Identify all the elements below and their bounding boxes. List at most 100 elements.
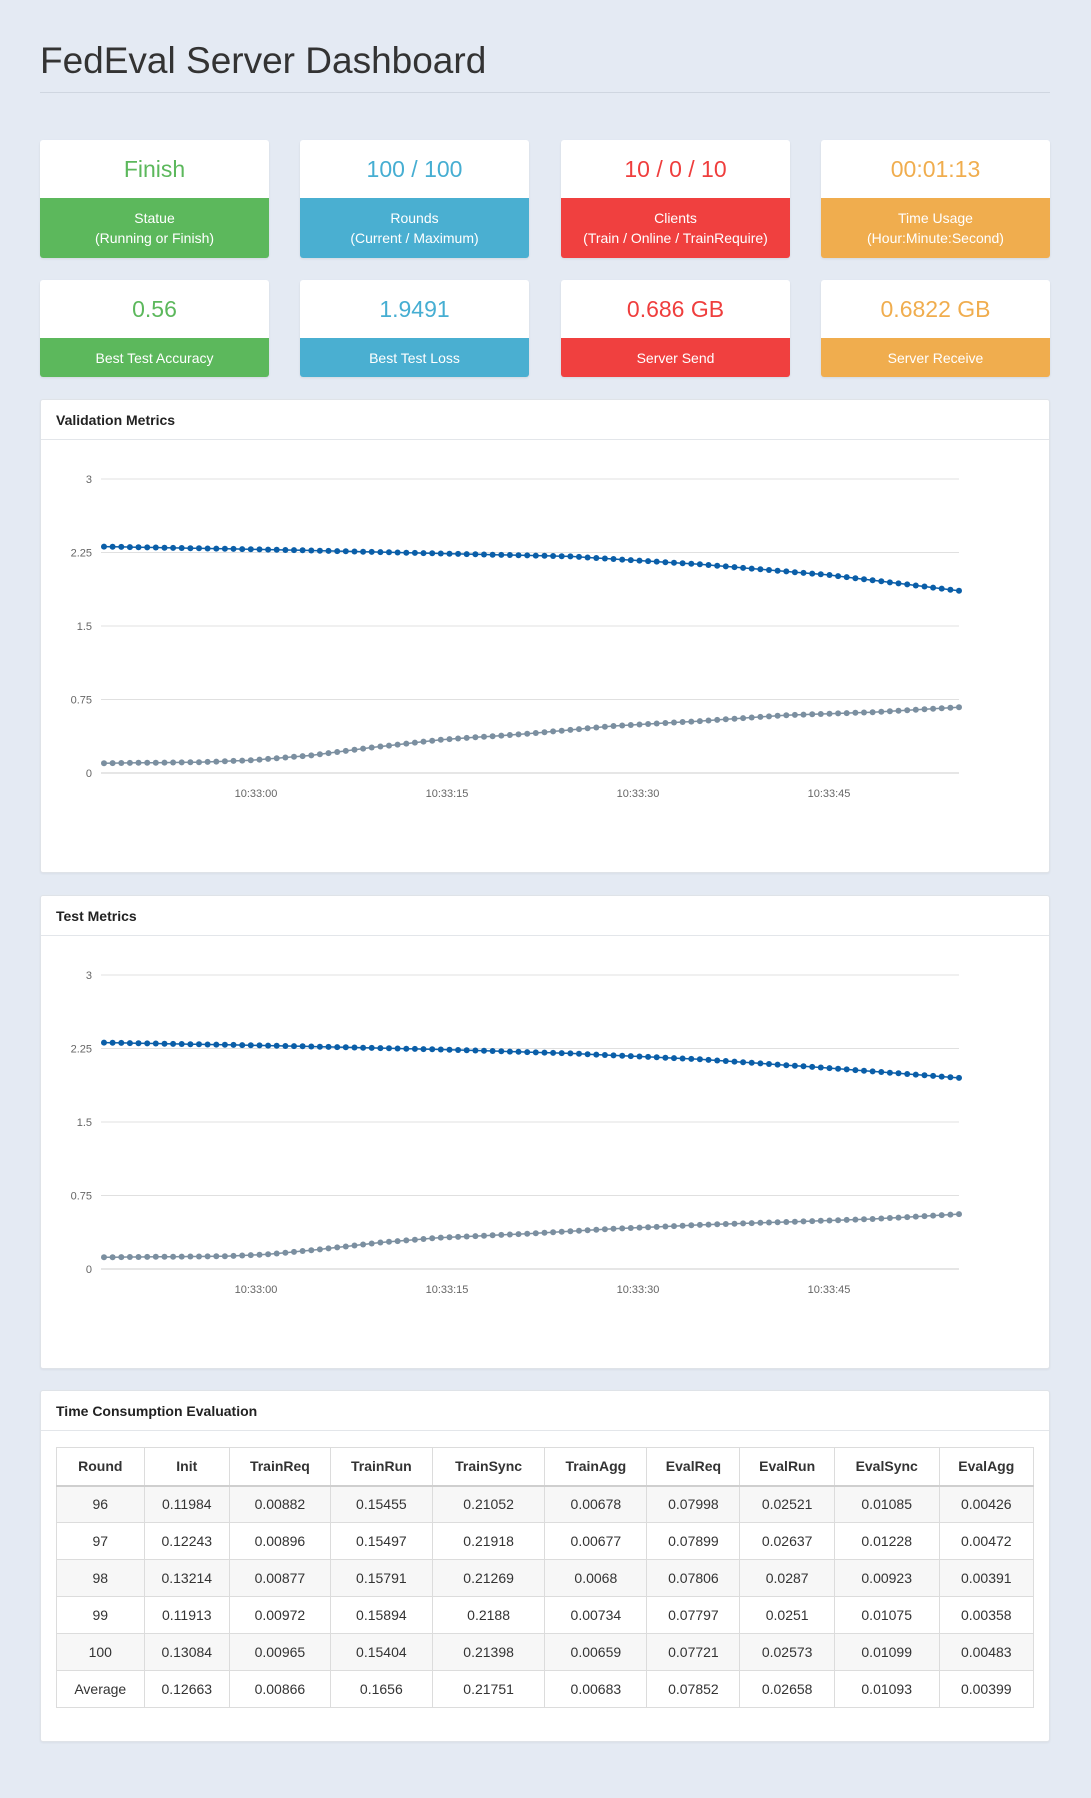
column-header: Round <box>56 1447 145 1487</box>
data-point <box>869 1068 876 1075</box>
data-point <box>446 1046 453 1053</box>
data-point <box>325 547 332 554</box>
data-point <box>757 1219 764 1226</box>
data-point <box>455 735 462 742</box>
data-point <box>852 575 859 582</box>
table-cell: Average <box>56 1670 145 1708</box>
table-cell: 0.00659 <box>544 1633 648 1671</box>
table-cell: 0.00882 <box>228 1485 331 1523</box>
data-point <box>463 1233 470 1240</box>
data-point <box>576 726 582 733</box>
data-point <box>429 1046 436 1053</box>
data-point <box>921 583 928 590</box>
data-point <box>481 733 487 740</box>
data-point <box>187 1253 194 1260</box>
best-accuracy-label: Best Test Accuracy <box>40 338 269 377</box>
data-point <box>532 1230 539 1237</box>
table-cell: 0.00678 <box>544 1485 648 1523</box>
data-point <box>714 1221 721 1228</box>
data-point <box>904 1214 911 1221</box>
clients-label-sub: (Train / Online / TrainRequire) <box>583 230 768 246</box>
data-point <box>178 759 185 766</box>
series-1 <box>101 704 962 767</box>
data-point <box>740 1220 747 1227</box>
data-point <box>161 759 168 766</box>
data-point <box>524 1049 531 1056</box>
data-point <box>437 736 444 743</box>
data-point <box>904 581 911 588</box>
data-point <box>144 1040 151 1047</box>
data-point <box>645 721 652 727</box>
table-cell: 0.00923 <box>833 1559 940 1597</box>
data-point <box>282 1043 289 1049</box>
data-point <box>550 728 557 735</box>
data-point <box>947 1211 954 1218</box>
data-point <box>420 1236 427 1242</box>
data-point <box>118 1254 125 1261</box>
data-point <box>455 550 462 557</box>
data-point <box>584 1051 591 1058</box>
data-point <box>386 1045 392 1052</box>
data-point <box>342 548 349 555</box>
test-metrics-chart[interactable]: 0 0.75 1.5 2.25 3 10:33:00 10:33:15 10:33:30 10:… <box>41 937 1049 1367</box>
data-point <box>489 733 496 740</box>
column-header: EvalSync <box>833 1447 940 1487</box>
data-point <box>861 1216 867 1223</box>
data-point <box>757 566 764 573</box>
data-point <box>696 1221 703 1228</box>
data-point <box>152 544 159 551</box>
y-tick-label: 3 <box>86 474 92 486</box>
series-0 <box>101 543 962 594</box>
page-title: FedEval Server Dashboard <box>40 40 487 81</box>
data-point <box>636 721 643 728</box>
data-point <box>247 1252 254 1259</box>
data-point <box>196 1253 202 1260</box>
data-point <box>938 1212 945 1219</box>
data-point <box>135 1040 142 1047</box>
data-point <box>722 716 729 723</box>
data-point <box>619 1225 626 1232</box>
data-point <box>532 552 539 559</box>
series-line <box>103 1041 960 1079</box>
data-point <box>653 720 660 727</box>
validation-metrics-panel: Validation Metrics 0 0.75 1.5 2.25 3 10:33:00… <box>40 399 1050 873</box>
series-line <box>103 706 960 764</box>
data-point <box>256 546 263 553</box>
data-point <box>411 549 418 556</box>
data-point <box>740 564 747 571</box>
data-point <box>541 1229 548 1236</box>
data-point <box>930 705 937 712</box>
clients-label: Clients (Train / Online / TrainRequire) <box>561 198 790 258</box>
test-metrics-title: Test Metrics <box>41 896 1049 936</box>
data-point <box>498 1048 505 1055</box>
data-point <box>239 1252 246 1259</box>
data-point <box>429 550 436 557</box>
data-point <box>472 1233 479 1240</box>
data-point <box>144 544 151 551</box>
data-point <box>576 1050 582 1057</box>
table-cell: 0.11984 <box>143 1485 230 1523</box>
data-point <box>144 1253 151 1260</box>
data-point <box>489 1048 496 1054</box>
data-point <box>386 1238 392 1245</box>
data-point <box>671 719 677 726</box>
y-tick-label: 0.75 <box>71 695 92 707</box>
data-point <box>826 1065 833 1072</box>
validation-metrics-chart[interactable]: 0 0.75 1.5 2.25 3 10:33:00 10:33:15 10:33:30 10:… <box>41 441 1049 871</box>
data-point <box>610 1052 617 1059</box>
data-point <box>213 1253 220 1260</box>
data-point <box>334 1244 341 1251</box>
data-point <box>584 1227 591 1234</box>
data-point <box>489 551 496 558</box>
data-point <box>576 1227 582 1234</box>
data-point <box>662 1054 669 1061</box>
data-point <box>869 709 876 716</box>
data-point <box>429 1235 436 1242</box>
data-point <box>956 1074 962 1081</box>
data-point <box>506 1048 513 1055</box>
table-cell: 0.07998 <box>646 1485 741 1523</box>
data-point <box>403 549 410 556</box>
data-point <box>463 734 470 741</box>
table-row: 99 0.11913 0.00972 0.15894 0.2188 0.00734 0.07… <box>56 1596 1035 1634</box>
data-point <box>316 1043 323 1050</box>
